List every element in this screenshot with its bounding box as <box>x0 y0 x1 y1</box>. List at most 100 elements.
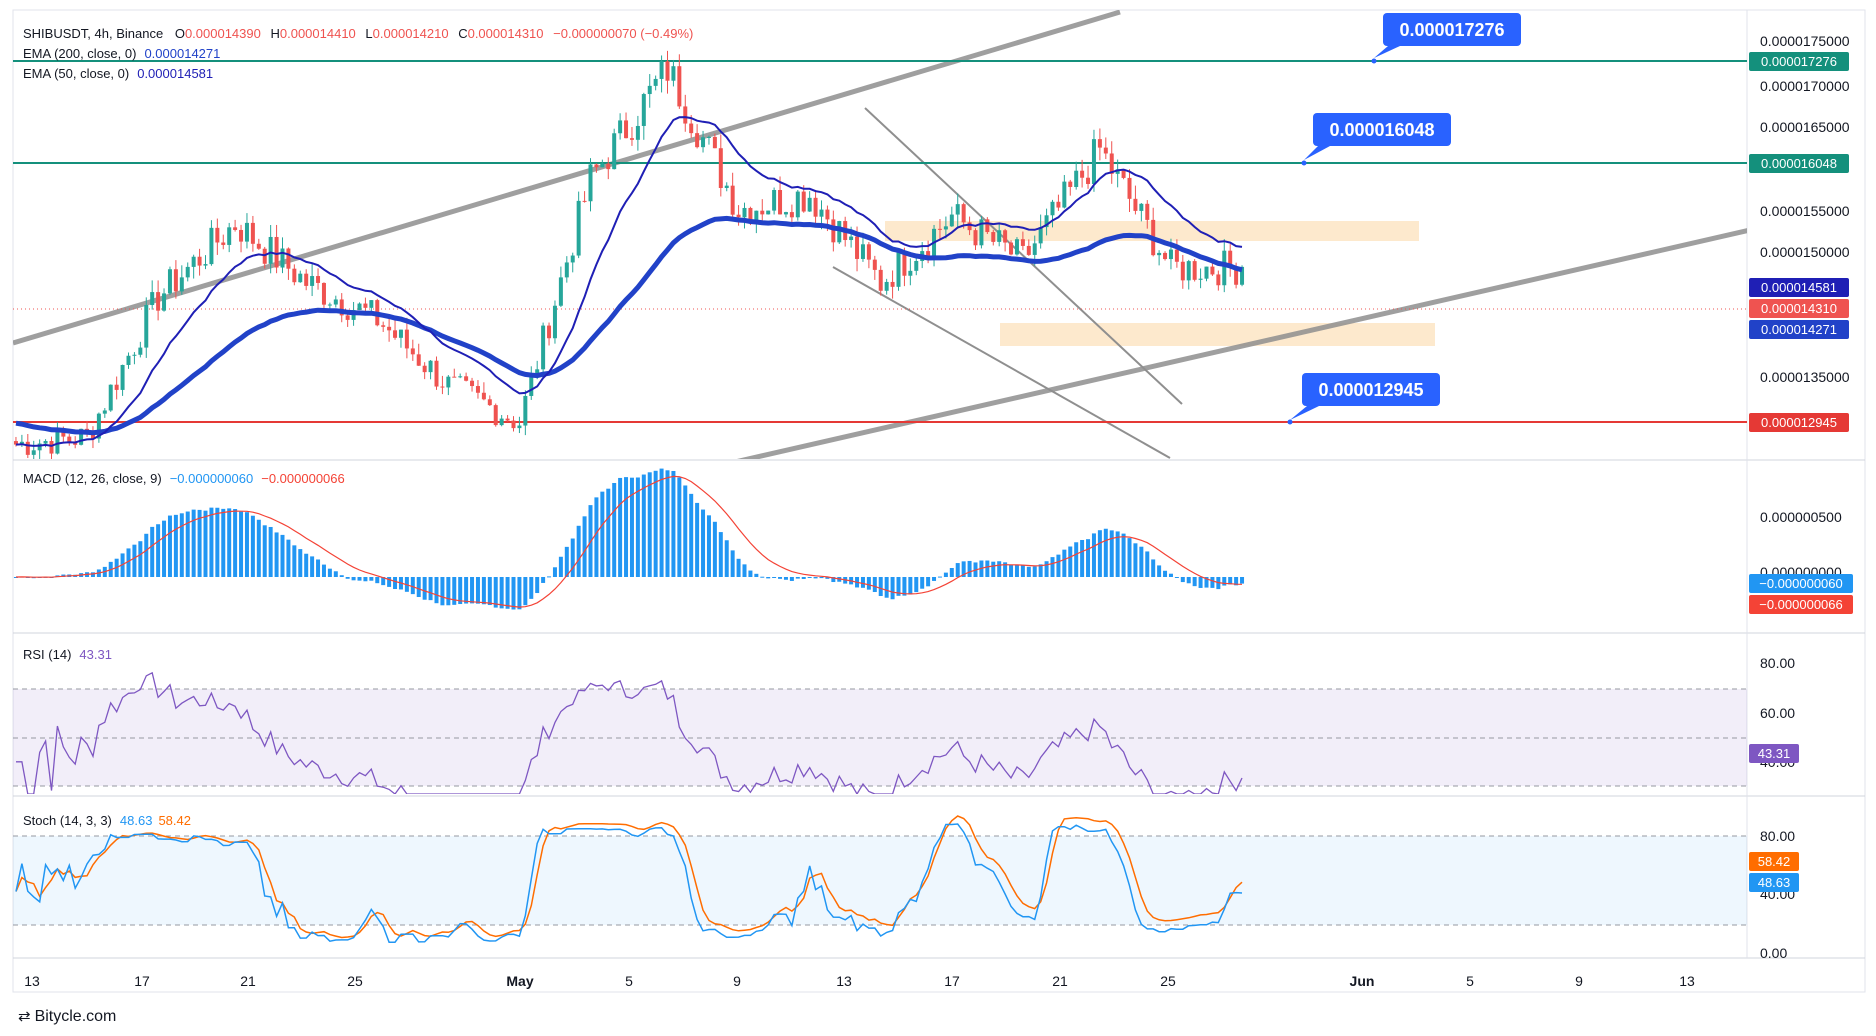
macd-legend: MACD (12, 26, close, 9) −0.000000060 −0.00… <box>23 471 345 486</box>
rsi-tick: 80.00 <box>1760 655 1795 671</box>
candle <box>671 59 676 87</box>
price-tick: 0.0000165000 <box>1760 119 1850 135</box>
macd-axis[interactable]: 0.000000500 0.000000000 −0.000000060 −0.… <box>1749 509 1853 614</box>
svg-text:43.31: 43.31 <box>1758 746 1791 761</box>
macd-bar <box>227 508 232 577</box>
macd-bar <box>813 577 818 579</box>
candle <box>955 193 960 228</box>
candle <box>1009 240 1014 256</box>
ema50-label: EMA (50, close, 0) <box>23 66 129 81</box>
candle <box>1186 259 1191 290</box>
macd-bar <box>1121 533 1126 577</box>
macd-bar <box>1074 542 1079 577</box>
macd-bar <box>381 577 386 586</box>
candle <box>280 237 285 274</box>
macd-bar <box>90 572 95 577</box>
macd-bar <box>239 511 244 577</box>
candle <box>1014 237 1019 256</box>
macd-bar <box>298 549 303 577</box>
svg-text:0.000017276: 0.000017276 <box>1761 54 1837 69</box>
candle <box>1080 159 1085 188</box>
rsi-axis[interactable]: 80.00 60.00 40.00 43.31 <box>1749 655 1799 770</box>
candle <box>742 202 747 229</box>
time-axis[interactable]: 13 17 21 25 May 5 9 13 17 21 25 Jun 5 9 13 <box>24 973 1695 989</box>
macd-bar <box>262 525 267 577</box>
candle <box>398 329 403 348</box>
macd-bar <box>422 577 427 600</box>
candle <box>564 256 569 283</box>
candle <box>706 135 711 145</box>
time-tick: May <box>506 973 533 989</box>
svg-text:0.000014271: 0.000014271 <box>1761 322 1837 337</box>
ema50-line <box>15 116 1243 447</box>
candle <box>789 204 794 226</box>
macd-bar <box>209 507 214 577</box>
macd-bar <box>612 482 617 577</box>
macd-bar <box>985 560 990 577</box>
macd-bar <box>475 577 480 604</box>
time-tick: 9 <box>733 973 741 989</box>
macd-bar <box>872 577 877 593</box>
price-tick: 0.0000135000 <box>1760 369 1850 385</box>
macd-bar <box>778 577 783 579</box>
channel-lower-line <box>736 228 1747 459</box>
macd-tag <box>1749 574 1853 593</box>
macd-bar <box>1222 577 1227 586</box>
candle <box>233 219 238 232</box>
callout-r2-label: 0.000016048 <box>1329 120 1434 140</box>
macd-bar <box>464 577 469 604</box>
candle <box>321 282 326 311</box>
time-tick: 13 <box>836 973 852 989</box>
macd-bar <box>594 497 599 577</box>
candle <box>908 258 913 286</box>
candle <box>718 134 723 197</box>
candle <box>404 317 409 359</box>
candle <box>896 251 901 291</box>
stoch-k-line <box>15 823 1243 944</box>
macd-bar <box>167 515 172 577</box>
candle <box>126 352 131 369</box>
callout-r1[interactable]: 0.000017276 <box>1371 13 1522 64</box>
price-axis[interactable]: 0.0000175000 0.0000170000 0.0000165000 0… <box>1749 33 1850 432</box>
macd-bar <box>529 577 534 599</box>
time-tick: 21 <box>240 973 256 989</box>
rsi-legend: RSI (14) 43.31 <box>23 647 112 662</box>
stoch-axis[interactable]: 80.00 40.00 0.00 58.42 48.63 <box>1749 828 1799 961</box>
rsi-tag <box>1749 744 1799 763</box>
candle <box>1109 141 1114 184</box>
macd-bar <box>393 577 398 590</box>
macd-bar <box>535 577 540 594</box>
candle <box>90 426 95 449</box>
candle <box>991 229 996 246</box>
candle <box>203 255 208 270</box>
candle <box>985 217 990 234</box>
candle <box>760 199 765 224</box>
macd-bar <box>552 567 557 577</box>
candle <box>1204 266 1209 282</box>
macd-bar <box>416 577 421 598</box>
candle <box>772 187 777 215</box>
macd-bar <box>1163 570 1168 577</box>
price-tick: 0.0000170000 <box>1760 78 1850 94</box>
candle <box>724 182 729 192</box>
macd-bar <box>286 539 291 577</box>
callout-r2[interactable]: 0.000016048 <box>1301 113 1452 166</box>
macd-bar <box>357 577 362 581</box>
macd-bar <box>250 515 255 577</box>
candle <box>13 436 18 447</box>
high-value: 0.000014410 <box>280 26 356 41</box>
macd-bar <box>1234 577 1239 586</box>
svg-text:0.000014310: 0.000014310 <box>1761 301 1837 316</box>
candle <box>268 224 273 274</box>
callout-s1[interactable]: 0.000012945 <box>1287 373 1441 425</box>
macd-bar <box>801 577 806 579</box>
macd-bar <box>742 564 747 577</box>
price-tag-last <box>1749 299 1849 318</box>
candle <box>120 364 125 396</box>
candle <box>813 190 818 227</box>
macd-bar <box>600 491 605 577</box>
candle <box>1003 228 1008 252</box>
macd-bar <box>576 525 581 577</box>
candle <box>979 216 984 249</box>
